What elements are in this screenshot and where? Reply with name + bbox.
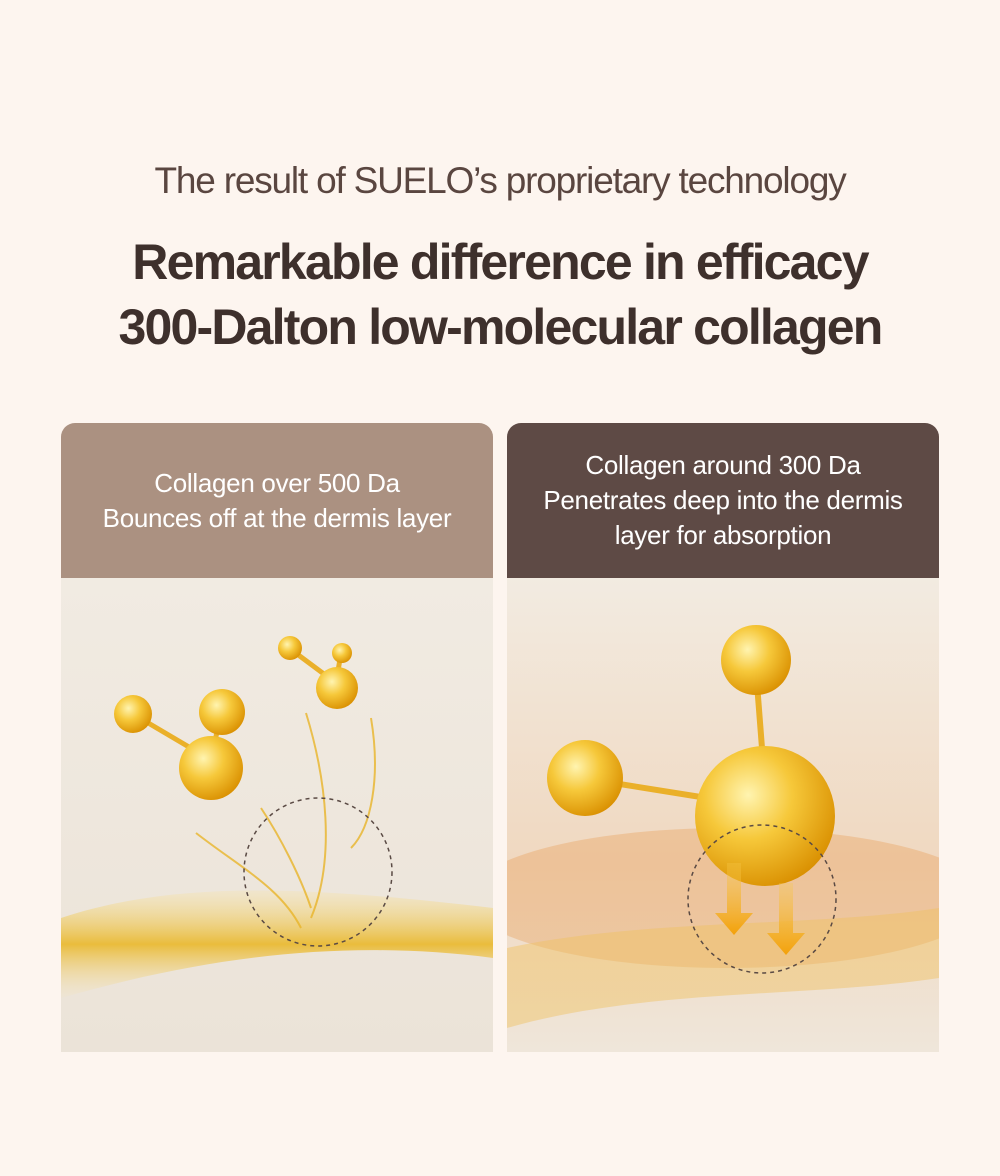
card-header: Collagen over 500 Da Bounces off at the … — [61, 423, 493, 578]
card-text: Penetrates deep into the dermis — [543, 485, 903, 515]
title-line: 300-Dalton low-molecular collagen — [118, 299, 883, 355]
illustration — [507, 578, 939, 1052]
card-text: Collagen around 300 Da — [585, 450, 861, 480]
title-line: Remarkable difference in efficacy — [132, 234, 869, 290]
card-text: layer for absorption — [614, 520, 832, 550]
card-text: Collagen over 500 Da — [154, 467, 400, 498]
card: Collagen around 300 Da Penetrates deep i… — [507, 423, 939, 1052]
card-text: Bounces off at the dermis layer — [102, 502, 452, 533]
card: Collagen over 500 Da Bounces off at the … — [61, 423, 493, 1052]
card-header: Collagen around 300 Da Penetrates deep i… — [507, 423, 939, 578]
title: Remarkable difference in efficacy 300-Da… — [0, 230, 1000, 360]
subtitle: The result of SUELO’s proprietary techno… — [154, 160, 847, 201]
illustration — [61, 578, 493, 1052]
